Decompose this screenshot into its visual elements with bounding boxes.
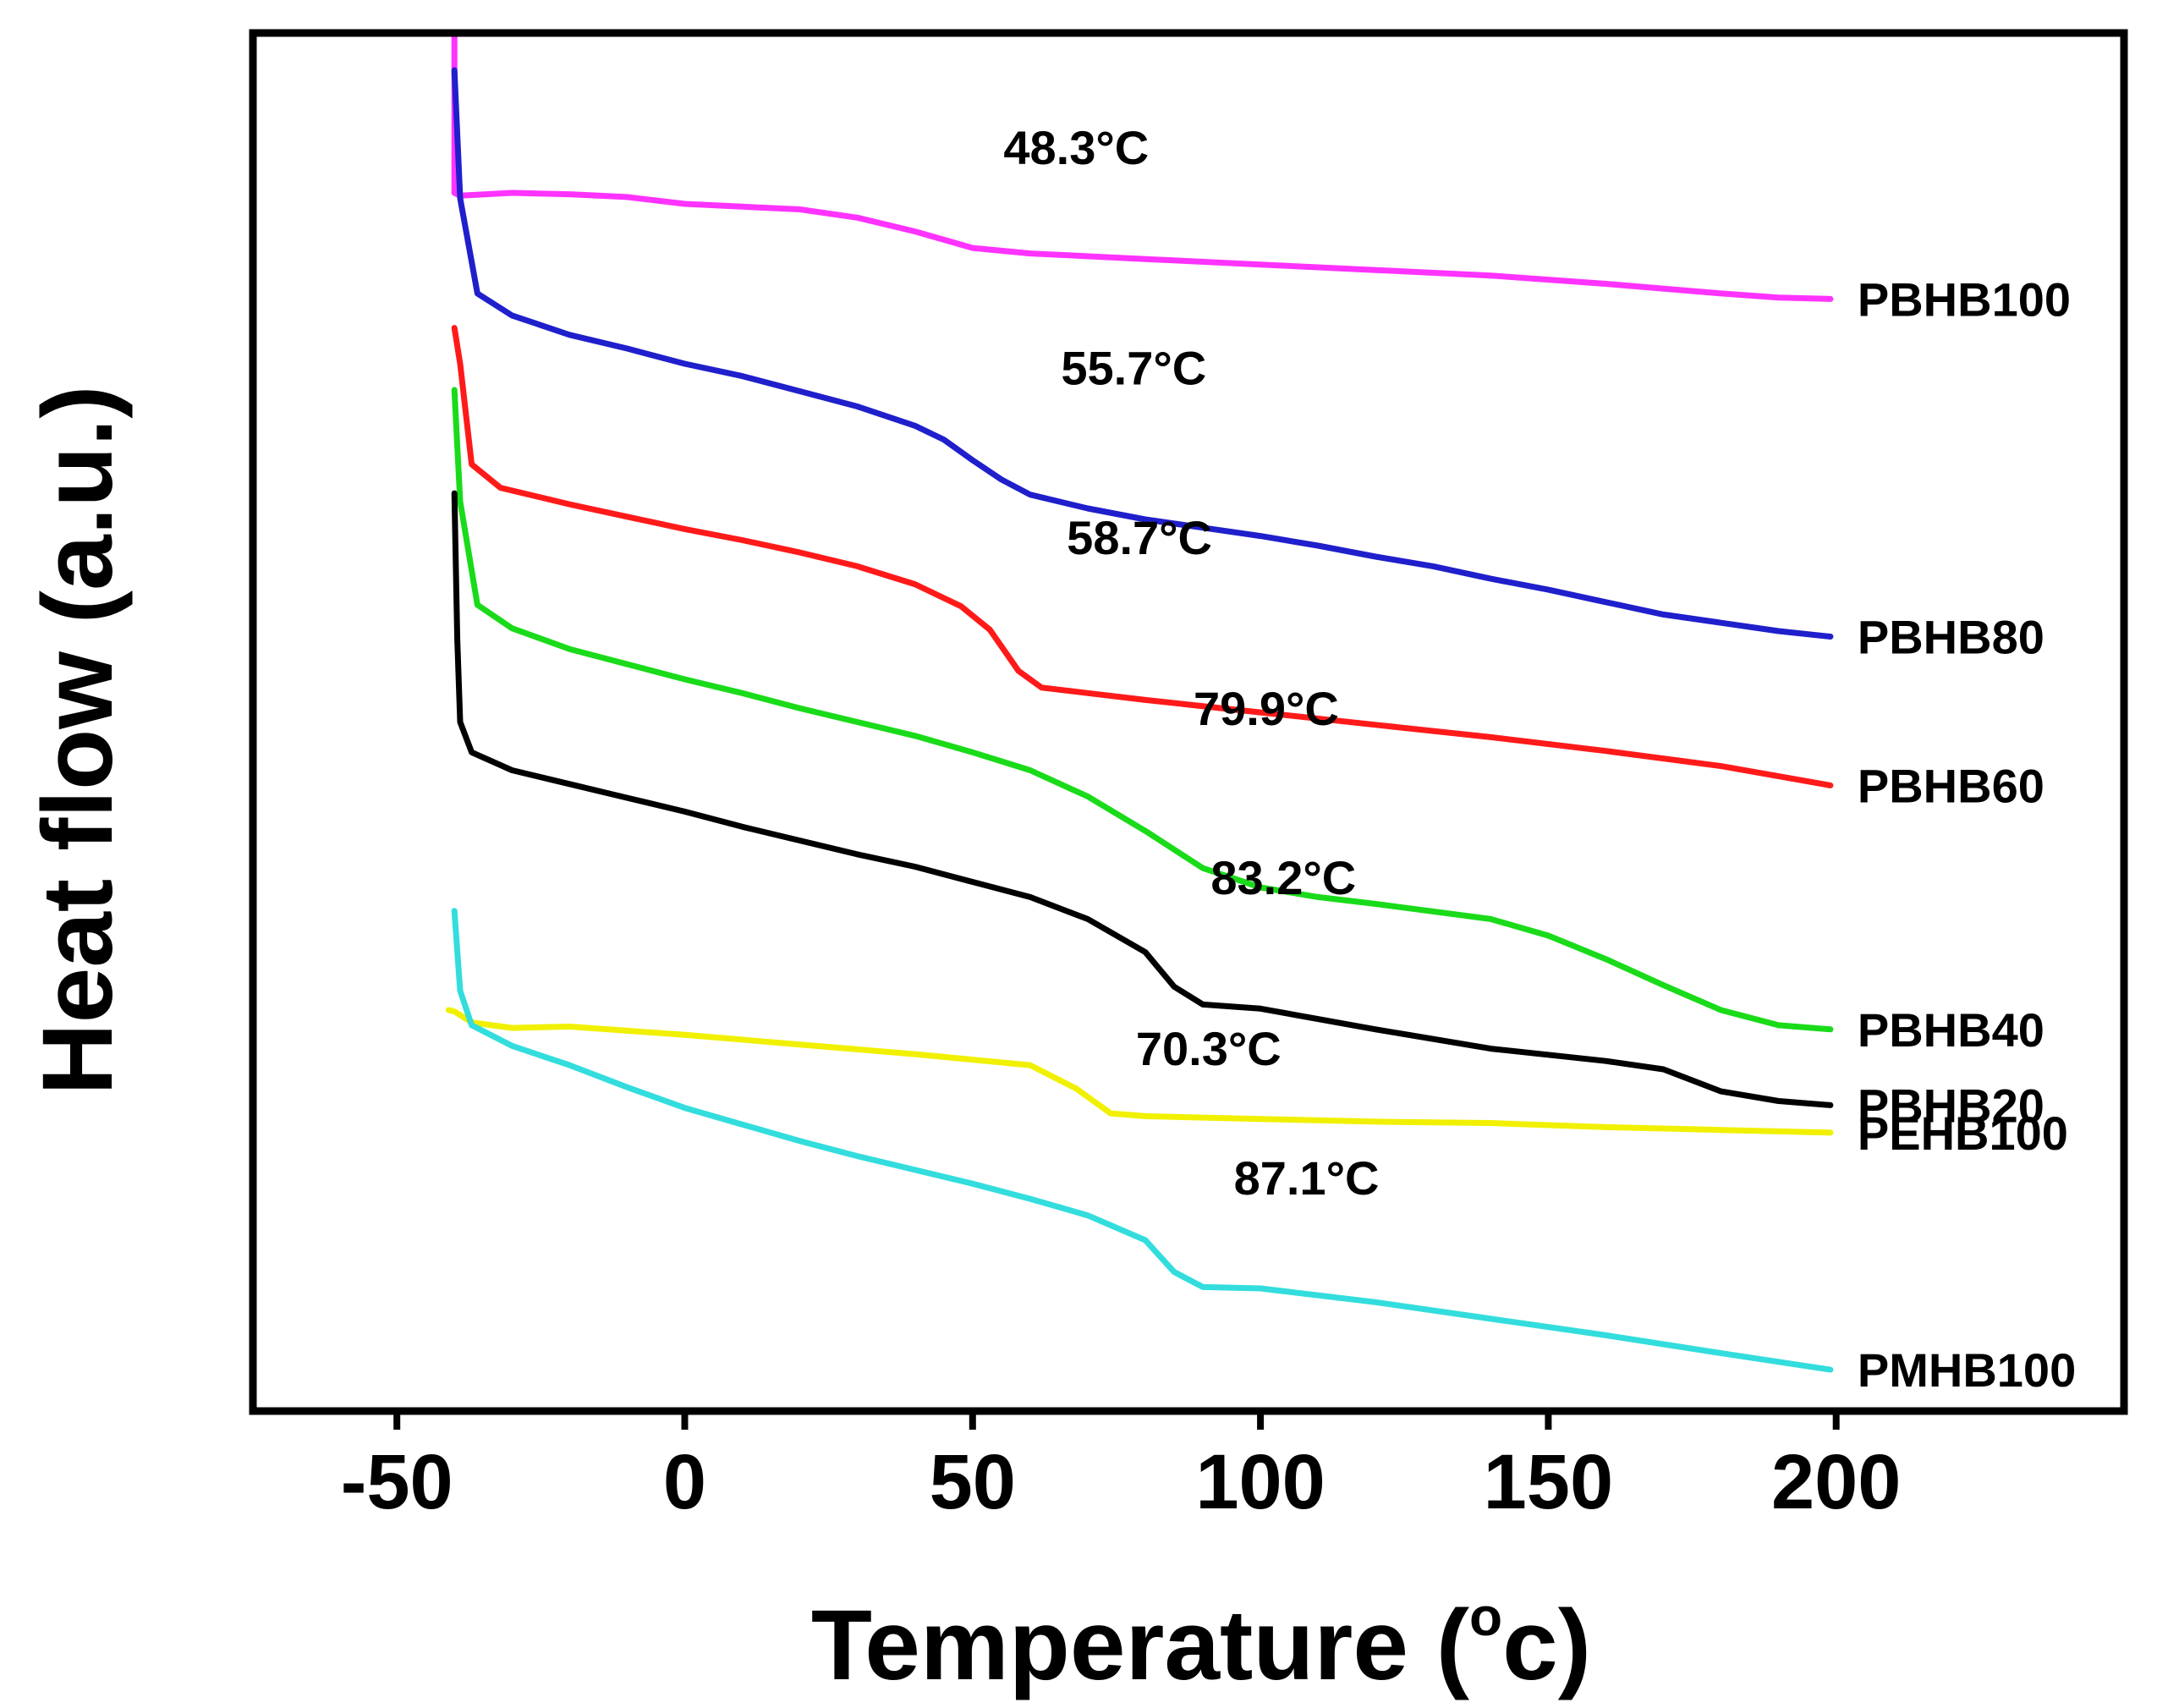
x-tick-label: 0	[663, 1439, 706, 1525]
series-label-pehb100: PEHB100	[1858, 1107, 2068, 1160]
x-axis-title-degree: o	[1469, 1586, 1502, 1647]
series-line-pehb100	[445, 1007, 1834, 1136]
x-tick-label: 100	[1195, 1439, 1325, 1525]
series-label-pmhb100: PMHB100	[1858, 1343, 2076, 1397]
tg-annotation-pbhb40: 79.9°C	[1194, 682, 1339, 735]
series-line-pmhb100	[451, 908, 1834, 1373]
series-line-pbhb40	[451, 387, 1834, 1033]
series-layer	[445, 30, 1834, 1373]
x-axis-title-main: Temperature (	[811, 1590, 1470, 1701]
x-axis-title: Temperature (oc)	[811, 1586, 1591, 1701]
tg-annotation-pbhb20: 83.2°C	[1210, 851, 1356, 904]
series-label-pbhb80: PBHB80	[1858, 611, 2044, 664]
series-label-pbhb40: PBHB40	[1858, 1003, 2044, 1057]
tg-annotation-pmhb100: 87.1°C	[1234, 1151, 1380, 1205]
x-axis-ticks: -50 0 50 100 150 200	[341, 1411, 1902, 1525]
series-line-pbhb20	[451, 490, 1834, 1108]
x-tick-label: 50	[930, 1439, 1016, 1525]
tg-annotation-pbhb60: 58.7°C	[1067, 511, 1212, 564]
plot-frame	[249, 29, 2128, 1415]
x-axis-title-unit: c)	[1502, 1590, 1591, 1701]
annotation-layer: 48.3°C 55.7°C 58.7°C 79.9°C 83.2°C 70.3°C 87.1…	[1003, 121, 1379, 1205]
series-line-pbhb100	[451, 30, 1834, 302]
series-label-pbhb100: PBHB100	[1858, 272, 2071, 326]
tg-annotation-pehb100: 70.3°C	[1136, 1022, 1282, 1075]
series-line-pbhb60	[451, 325, 1834, 788]
series-line-pbhb80	[451, 67, 1834, 640]
series-label-pbhb60: PBHB60	[1858, 759, 2044, 812]
y-axis-title: Heat flow (a.u.)	[22, 385, 134, 1095]
x-tick-label: 150	[1484, 1439, 1614, 1525]
tg-annotation-pbhb80: 55.7°C	[1061, 341, 1206, 394]
tg-annotation-pbhb100: 48.3°C	[1003, 121, 1149, 174]
series-label-pbhb20: PBHB20	[1858, 1079, 2044, 1132]
x-tick-label: -50	[341, 1439, 453, 1525]
x-tick-label: 200	[1771, 1439, 1902, 1525]
